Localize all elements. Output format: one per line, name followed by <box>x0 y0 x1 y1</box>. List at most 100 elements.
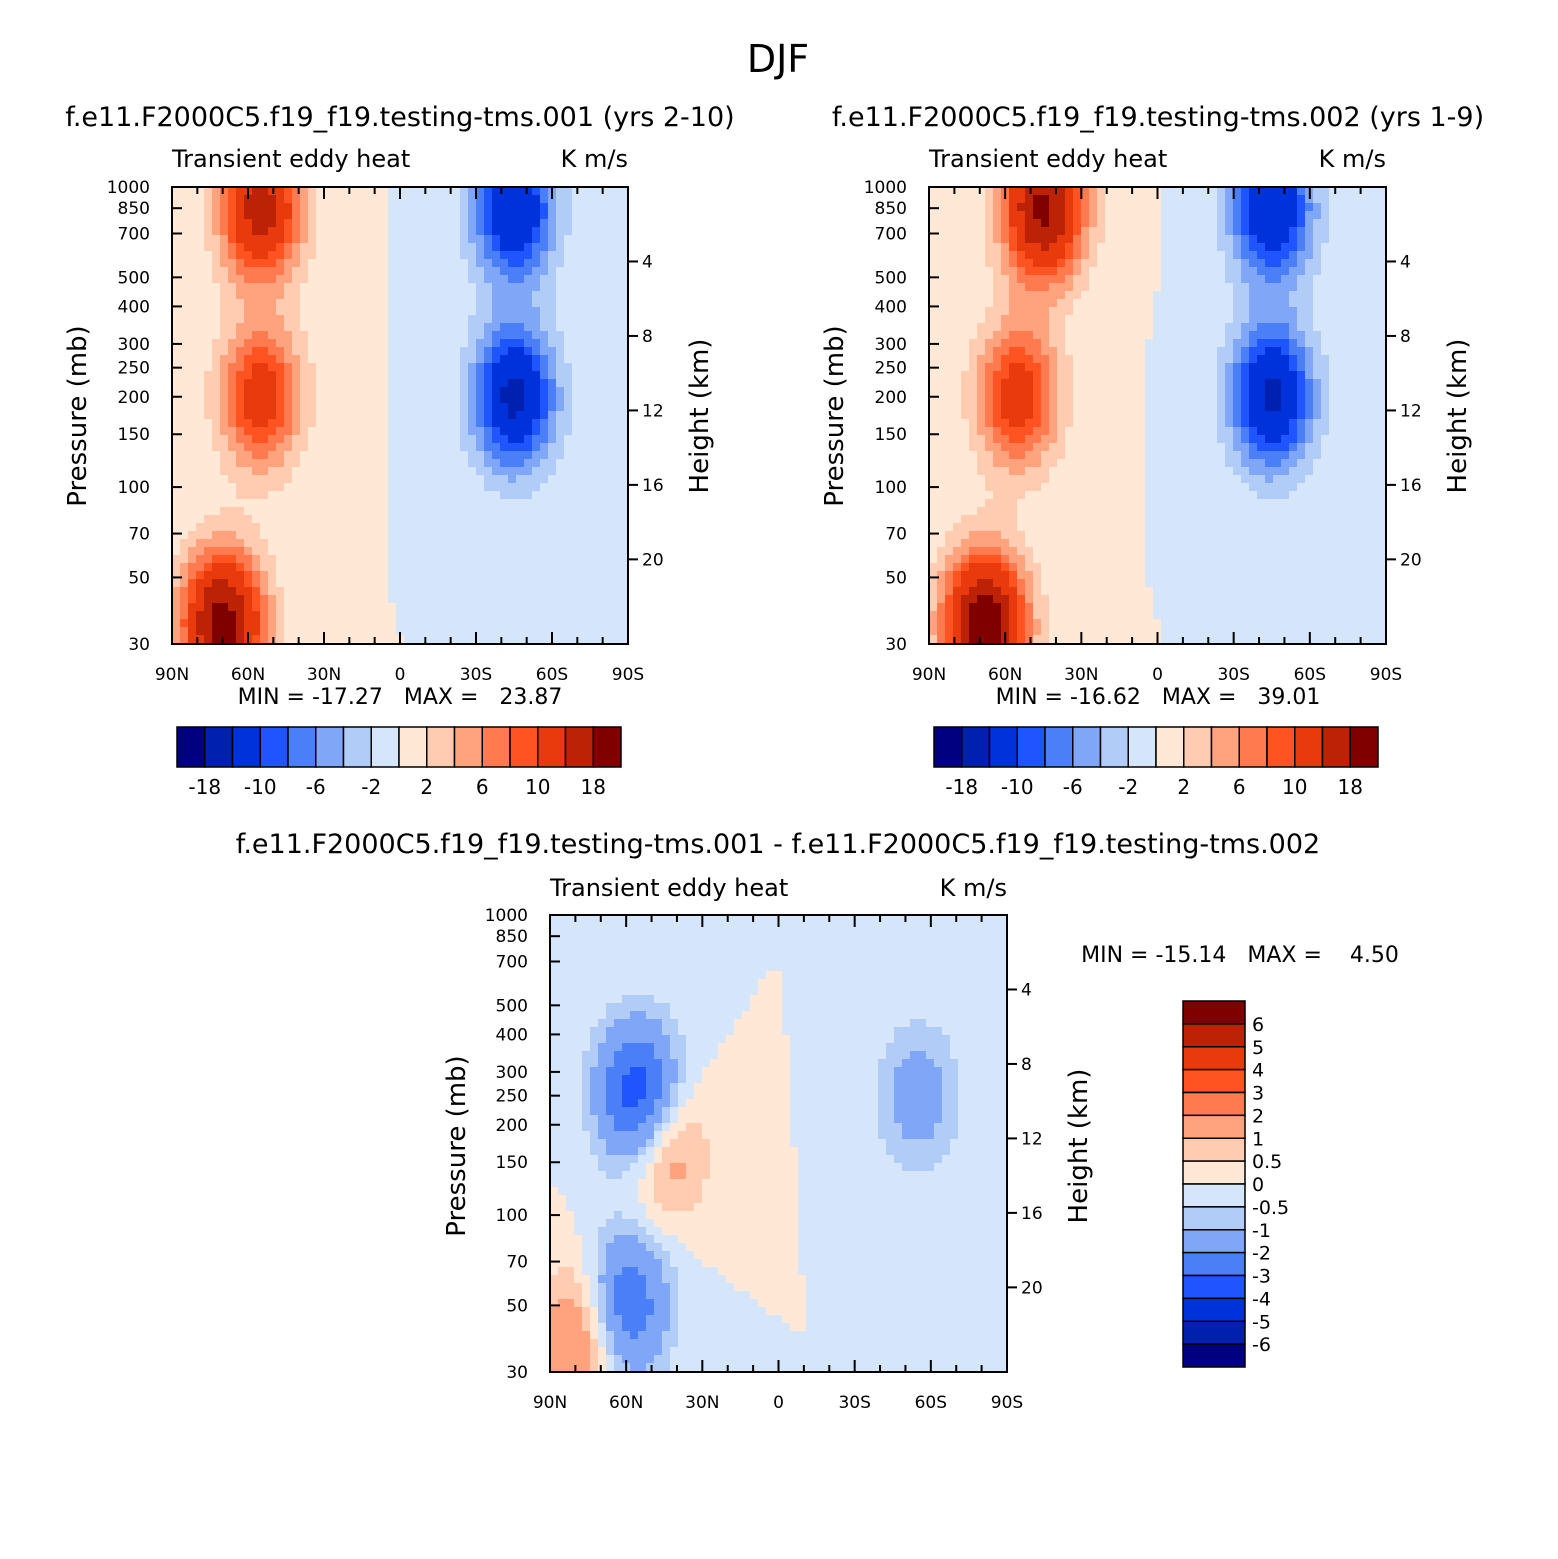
contour-cell <box>252 267 261 276</box>
contour-cell <box>436 619 445 628</box>
contour-cell <box>1321 371 1330 380</box>
contour-cell <box>300 411 309 420</box>
contour-cell <box>380 379 389 388</box>
contour-cell <box>540 635 549 644</box>
contour-cell <box>244 267 253 276</box>
contour-cell <box>540 371 549 380</box>
contour-cell <box>364 579 373 588</box>
contour-cell <box>1161 355 1170 364</box>
contour-cell <box>188 619 197 628</box>
contour-cell <box>484 635 493 644</box>
contour-cell <box>1177 323 1186 332</box>
contour-cell <box>324 611 333 620</box>
contour-cell <box>316 531 325 540</box>
contour-cell <box>276 291 285 300</box>
contour-cell <box>364 427 373 436</box>
contour-cell <box>460 459 469 468</box>
contour-cell <box>1057 355 1066 364</box>
contour-cell <box>1297 283 1306 292</box>
contour-cell <box>524 523 533 532</box>
contour-cell <box>1361 195 1370 204</box>
contour-cell <box>548 595 557 604</box>
contour-cell <box>564 411 573 420</box>
contour-cell <box>953 363 962 372</box>
contour-cell <box>993 195 1002 204</box>
contour-cell <box>356 299 365 308</box>
contour-cell <box>556 563 565 572</box>
contour-cell <box>548 411 557 420</box>
contour-cell <box>1265 227 1274 236</box>
contour-cell <box>228 563 237 572</box>
contour-cell <box>348 603 357 612</box>
contour-cell <box>292 235 301 244</box>
contour-cell <box>308 611 317 620</box>
contour-cell <box>300 587 309 596</box>
contour-cell <box>444 403 453 412</box>
contour-cell <box>937 227 946 236</box>
contour-cell <box>1241 363 1250 372</box>
contour-cell <box>1081 347 1090 356</box>
contour-cell <box>196 427 205 436</box>
contour-cell <box>1249 355 1258 364</box>
contour-cell <box>1041 235 1050 244</box>
contour-cell <box>929 387 938 396</box>
contour-cell <box>396 515 405 524</box>
contour-cell <box>1241 203 1250 212</box>
contour-cell <box>1265 347 1274 356</box>
contour-cell <box>252 579 261 588</box>
contour-cell <box>1281 339 1290 348</box>
contour-cell <box>1057 339 1066 348</box>
contour-cell <box>204 219 213 228</box>
contour-cell <box>252 219 261 228</box>
contour-cell <box>476 219 485 228</box>
contour-cell <box>252 235 261 244</box>
contour-cell <box>324 531 333 540</box>
contour-cell <box>236 395 245 404</box>
contour-cell <box>929 355 938 364</box>
contour-cell <box>180 307 189 316</box>
contour-cell <box>1345 323 1354 332</box>
contour-cell <box>572 323 581 332</box>
contour-cell <box>492 483 501 492</box>
contour-cell <box>316 435 325 444</box>
contour-cell <box>929 395 938 404</box>
contour-cell <box>244 507 253 516</box>
contour-cell <box>252 307 261 316</box>
contour-cell <box>484 347 493 356</box>
contour-cell <box>476 195 485 204</box>
contour-cell <box>332 387 341 396</box>
contour-cell <box>1137 339 1146 348</box>
contour-cell <box>412 411 421 420</box>
contour-cell <box>1353 299 1362 308</box>
contour-cell <box>1313 363 1322 372</box>
contour-cell <box>212 491 221 500</box>
contour-cell <box>612 579 621 588</box>
contour-cell <box>945 403 954 412</box>
contour-cell <box>1321 379 1330 388</box>
contour-cell <box>556 531 565 540</box>
contour-cell <box>204 395 213 404</box>
contour-cell <box>1361 323 1370 332</box>
contour-cell <box>340 195 349 204</box>
contour-cell <box>324 355 333 364</box>
contour-cell <box>396 339 405 348</box>
contour-cell <box>1121 275 1130 284</box>
contour-cell <box>1153 283 1162 292</box>
contour-cell <box>300 539 309 548</box>
contour-cell <box>220 515 229 524</box>
contour-cell <box>1361 251 1370 260</box>
contour-cell <box>1249 267 1258 276</box>
contour-cell <box>1169 203 1178 212</box>
contour-cell <box>492 539 501 548</box>
contour-cell <box>1137 211 1146 220</box>
height-tick-label: 12 <box>642 401 664 421</box>
contour-cell <box>268 339 277 348</box>
contour-cell <box>244 235 253 244</box>
contour-cell <box>1161 331 1170 340</box>
contour-cell <box>180 387 189 396</box>
contour-cell <box>308 251 317 260</box>
contour-cell <box>180 603 189 612</box>
contour-cell <box>276 467 285 476</box>
contour-cell <box>196 411 205 420</box>
contour-cell <box>508 603 517 612</box>
